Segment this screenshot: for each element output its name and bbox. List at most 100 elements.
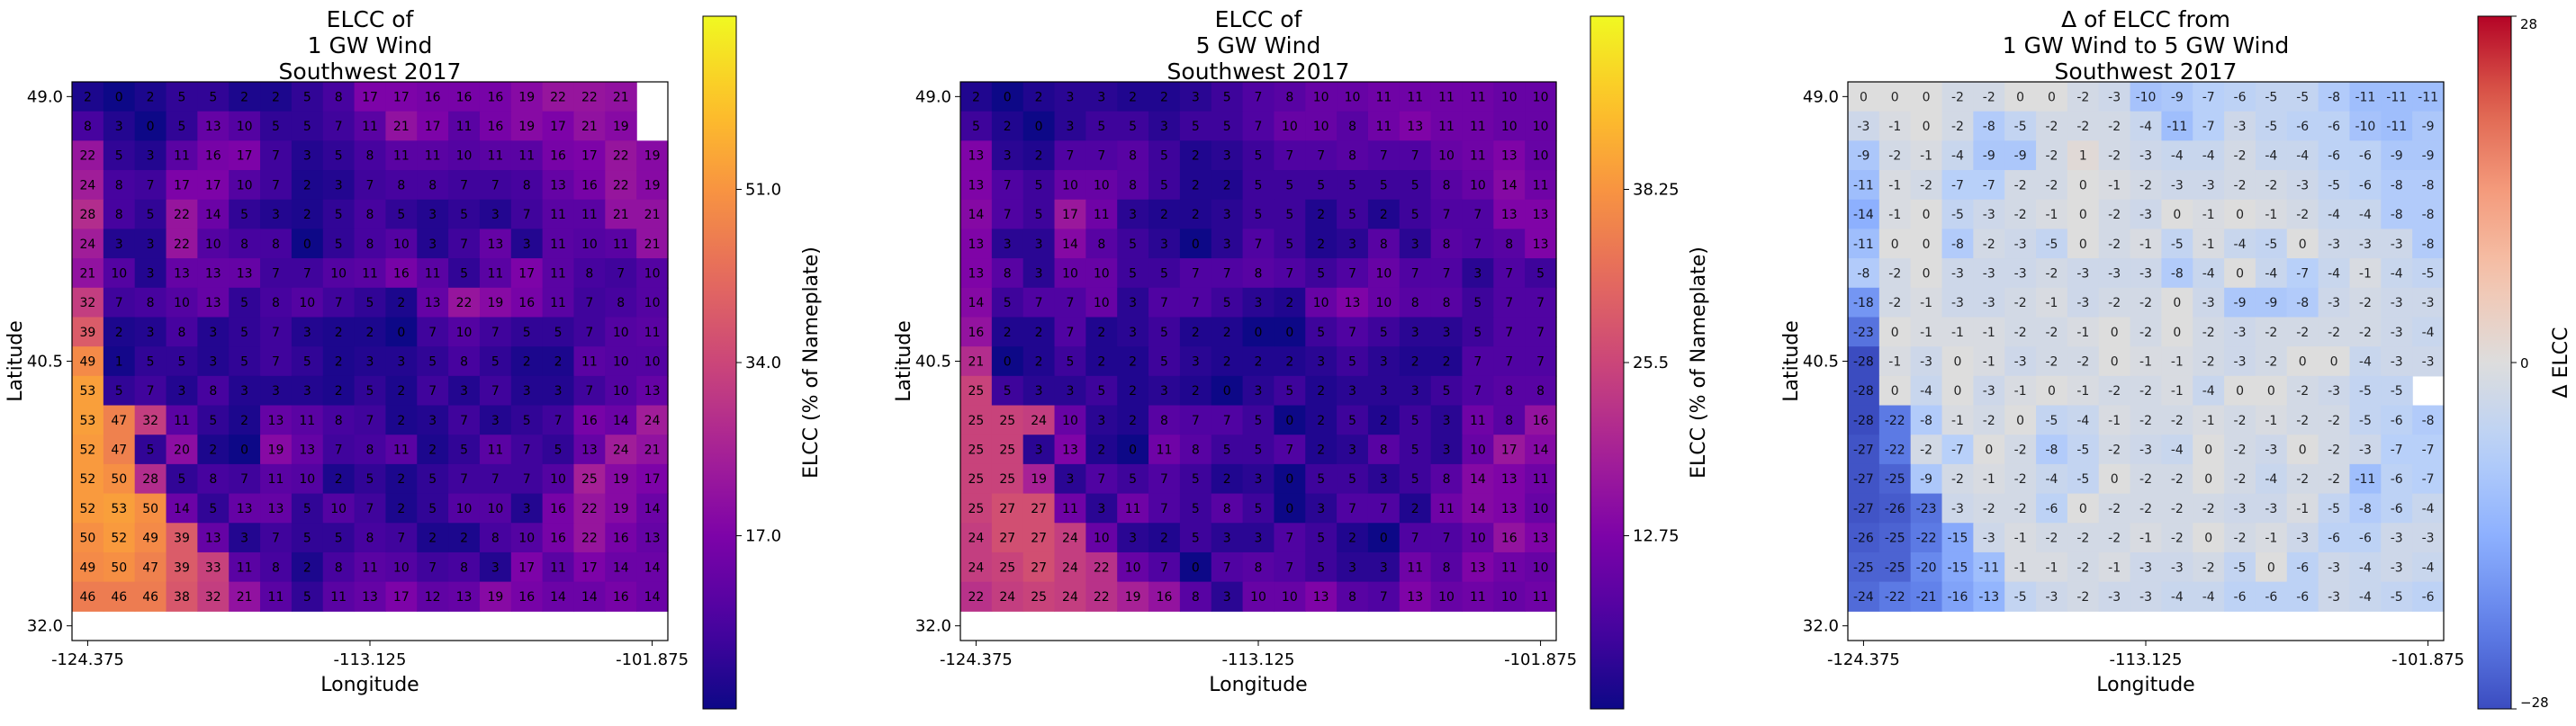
heatmap-cell <box>605 170 637 201</box>
cell-value-label: 7 <box>428 326 437 340</box>
x-axis-label: Longitude <box>1209 674 1307 696</box>
cell-value-label: 10 <box>1062 414 1078 428</box>
cell-value-label: 0 <box>1923 266 1931 281</box>
heatmap-cell <box>229 581 261 612</box>
cell-value-label: 19 <box>1125 590 1141 605</box>
cell-value-label: 3 <box>1348 444 1356 458</box>
cell-value-label: 5 <box>1536 266 1545 281</box>
cell-value-label: 5 <box>1348 208 1356 222</box>
heatmap-cell <box>322 111 356 141</box>
heatmap-cell <box>542 435 575 465</box>
cell-value-label: 14 <box>613 560 629 575</box>
heatmap-cell <box>2193 82 2225 112</box>
cell-value-label: 13 <box>205 296 221 310</box>
cell-value-label: 10 <box>1345 90 1361 104</box>
heatmap-cell <box>991 346 1024 377</box>
cell-value-label: 2 <box>1223 178 1231 193</box>
heatmap-cell <box>2381 405 2413 435</box>
cell-value-label: 7 <box>585 326 593 340</box>
heatmap-cell <box>2036 140 2068 171</box>
cell-value-label: 11 <box>487 444 503 458</box>
heatmap-cell <box>1430 523 1464 553</box>
heatmap-cell <box>1910 581 1943 612</box>
cell-value-label: -8 <box>1920 414 1932 428</box>
cell-value-label: -2 <box>2296 472 2309 487</box>
cell-value-label: 21 <box>393 120 410 134</box>
cell-value-label: -9 <box>2171 90 2184 104</box>
heatmap-cell <box>1399 375 1432 407</box>
heatmap-cell <box>605 111 637 141</box>
heatmap-cell <box>354 229 387 259</box>
heatmap-cell <box>322 493 356 524</box>
cell-value-label: 47 <box>111 444 127 458</box>
cell-value-label: 16 <box>487 120 503 134</box>
heatmap-cell <box>103 258 136 289</box>
cell-value-label: 7 <box>1255 238 1263 252</box>
heatmap-cell <box>1399 317 1432 347</box>
cell-value-label: 5 <box>1411 472 1419 487</box>
heatmap-cell <box>385 493 418 524</box>
cell-value-label: 8 <box>1348 120 1356 134</box>
heatmap-cell <box>1274 317 1306 347</box>
cell-value-label: 7 <box>1380 590 1388 605</box>
cell-value-label: -2 <box>2014 208 2027 222</box>
heatmap-cell <box>260 258 293 289</box>
cell-value-label: 7 <box>554 414 563 428</box>
heatmap-cell <box>2349 405 2382 435</box>
cell-value-label: -9 <box>2014 149 2027 164</box>
heatmap-cell <box>573 581 606 612</box>
cell-value-label: 5 <box>1411 414 1419 428</box>
heatmap-cell <box>166 551 198 583</box>
heatmap-cell <box>510 346 544 377</box>
cell-value-label: 0 <box>147 120 155 134</box>
heatmap-cell <box>1462 258 1494 289</box>
heatmap-cell <box>385 581 418 612</box>
cell-value-label: 14 <box>581 590 598 605</box>
cell-value-label: 10 <box>456 502 473 516</box>
cell-value-label: 11 <box>1470 90 1486 104</box>
cell-value-label: -11 <box>2418 90 2438 104</box>
heatmap-cell <box>1367 435 1401 465</box>
heatmap-cell <box>1399 170 1432 201</box>
chart-title: Southwest 2017 <box>279 58 462 85</box>
heatmap-cell <box>197 82 230 112</box>
cell-value-label: 5 <box>1255 414 1263 428</box>
heatmap-cell <box>2161 317 2193 347</box>
heatmap-cell <box>2255 581 2288 612</box>
heatmap-cell <box>2381 317 2413 347</box>
cell-value-label: 25 <box>968 414 985 428</box>
cell-value-label: 3 <box>1066 384 1074 399</box>
heatmap-cell <box>605 258 637 289</box>
heatmap-cells <box>960 82 1557 612</box>
cell-value-label: 8 <box>240 238 248 252</box>
heatmap-cell <box>166 170 198 201</box>
cell-value-label: 10 <box>1094 296 1110 310</box>
heatmap-cell <box>991 229 1024 259</box>
cell-value-label: 5 <box>460 266 468 281</box>
cell-value-label: -3 <box>2139 149 2152 164</box>
heatmap-cell <box>1941 375 1974 407</box>
cell-value-label: -25 <box>1885 560 1905 575</box>
heatmap-cell <box>2161 287 2193 318</box>
heatmap-cell <box>1305 258 1338 289</box>
cell-value-label: -8 <box>2422 208 2435 222</box>
heatmap-cell <box>2036 435 2068 465</box>
cell-value-label: 50 <box>142 502 158 516</box>
heatmap-cell <box>2004 493 2037 524</box>
heatmap-cell <box>2130 199 2163 230</box>
colorbar-tick-label: 28 <box>2520 16 2537 32</box>
cell-value-label: 3 <box>303 326 311 340</box>
heatmap-cell <box>2381 551 2413 583</box>
heatmap-cell <box>2130 170 2163 201</box>
cell-value-label: 13 <box>581 444 598 458</box>
heatmap-cell <box>1910 551 1943 583</box>
cell-value-label: 5 <box>1192 120 1200 134</box>
cell-value-label: 8 <box>1004 266 1012 281</box>
cell-value-label: 7 <box>240 472 248 487</box>
cell-value-label: 10 <box>174 296 190 310</box>
cell-value-label: 2 <box>1129 414 1137 428</box>
cell-value-label: 8 <box>272 238 280 252</box>
cell-value-label: -5 <box>2234 560 2247 575</box>
cell-value-label: 5 <box>1035 208 1043 222</box>
heatmap-cell <box>2193 551 2225 583</box>
